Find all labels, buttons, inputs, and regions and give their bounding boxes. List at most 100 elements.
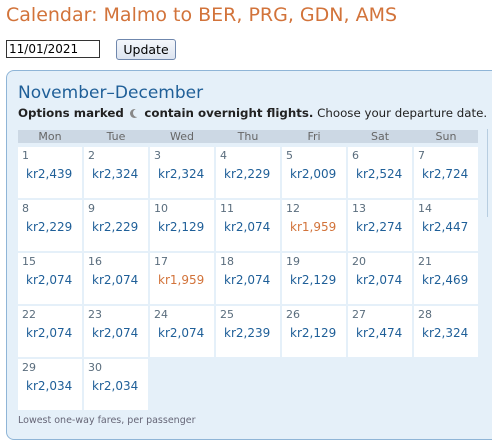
day-number: 30 xyxy=(88,361,102,374)
day-number: 22 xyxy=(22,308,36,321)
day-cell[interactable]: 13 kr2,274 xyxy=(348,200,412,251)
day-number: 25 xyxy=(220,308,234,321)
day-number: 16 xyxy=(88,255,102,268)
day-price[interactable]: kr2,274 xyxy=(356,220,403,234)
month-title: November–December xyxy=(18,83,204,103)
day-price[interactable]: kr2,324 xyxy=(422,326,469,340)
day-price[interactable]: kr2,239 xyxy=(224,326,271,340)
day-cell[interactable]: 6 kr2,524 xyxy=(348,147,412,198)
day-price[interactable]: kr2,324 xyxy=(158,167,205,181)
day-cell[interactable]: 4 kr2,229 xyxy=(216,147,280,198)
day-price[interactable]: kr2,034 xyxy=(26,379,73,393)
day-price[interactable]: kr2,229 xyxy=(224,167,271,181)
day-cell[interactable]: 11 kr2,074 xyxy=(216,200,280,251)
weekday-sun: Sun xyxy=(435,130,457,143)
day-price[interactable]: kr2,229 xyxy=(92,220,139,234)
day-number: 4 xyxy=(220,149,227,162)
day-cell[interactable]: 22 kr2,074 xyxy=(18,306,82,357)
day-price[interactable]: kr2,074 xyxy=(26,326,73,340)
day-cell[interactable]: 17 kr1,959 xyxy=(150,253,214,304)
weekday-fri: Fri xyxy=(307,130,321,143)
departure-date-input[interactable] xyxy=(6,40,100,58)
day-number: 24 xyxy=(154,308,168,321)
day-price[interactable]: kr2,524 xyxy=(356,167,403,181)
day-cell[interactable]: 26 kr2,129 xyxy=(282,306,346,357)
day-cell[interactable]: 23 kr2,074 xyxy=(84,306,148,357)
day-number: 29 xyxy=(22,361,36,374)
day-cell[interactable]: 10 kr2,129 xyxy=(150,200,214,251)
day-number: 15 xyxy=(22,255,36,268)
day-price[interactable]: kr2,074 xyxy=(224,273,271,287)
day-number: 23 xyxy=(88,308,102,321)
day-price[interactable]: kr2,474 xyxy=(356,326,403,340)
day-price[interactable]: kr2,074 xyxy=(224,220,271,234)
day-cell[interactable]: 16 kr2,074 xyxy=(84,253,148,304)
day-number: 14 xyxy=(418,202,432,215)
day-price[interactable]: kr2,724 xyxy=(422,167,469,181)
update-button[interactable]: Update xyxy=(116,39,176,60)
day-number: 9 xyxy=(88,202,95,215)
day-cell[interactable]: 7 kr2,724 xyxy=(414,147,478,198)
day-cell[interactable]: 9 kr2,229 xyxy=(84,200,148,251)
day-cell[interactable]: 29 kr2,034 xyxy=(18,359,82,410)
day-number: 21 xyxy=(418,255,432,268)
day-number: 20 xyxy=(352,255,366,268)
day-price[interactable]: kr2,074 xyxy=(26,273,73,287)
day-cell[interactable]: 14 kr2,447 xyxy=(414,200,478,251)
day-price[interactable]: kr2,009 xyxy=(290,167,337,181)
day-cell[interactable]: 19 kr2,129 xyxy=(282,253,346,304)
day-price[interactable]: kr2,447 xyxy=(422,220,469,234)
day-cell[interactable]: 30 kr2,034 xyxy=(84,359,148,410)
fare-footnote: Lowest one-way fares, per passenger xyxy=(18,415,196,426)
day-cell[interactable]: 12 kr1,959 xyxy=(282,200,346,251)
day-number: 1 xyxy=(22,149,29,162)
day-price[interactable]: kr2,074 xyxy=(356,273,403,287)
day-price[interactable]: kr1,959 xyxy=(290,220,337,234)
day-cell[interactable]: 27 kr2,474 xyxy=(348,306,412,357)
day-number: 7 xyxy=(418,149,425,162)
day-number: 28 xyxy=(418,308,432,321)
day-price[interactable]: kr2,074 xyxy=(92,326,139,340)
instructions-bold-overnight: contain overnight flights. xyxy=(144,106,314,120)
weekday-thu: Thu xyxy=(237,130,259,143)
day-price[interactable]: kr2,074 xyxy=(158,326,205,340)
day-price[interactable]: kr2,074 xyxy=(92,273,139,287)
day-number: 26 xyxy=(286,308,300,321)
weekday-mon: Mon xyxy=(38,130,62,143)
panel-divider xyxy=(487,129,488,217)
day-number: 11 xyxy=(220,202,234,215)
day-cell[interactable]: 5 kr2,009 xyxy=(282,147,346,198)
day-cell[interactable]: 24 kr2,074 xyxy=(150,306,214,357)
day-price[interactable]: kr2,129 xyxy=(158,220,205,234)
day-price[interactable]: kr2,324 xyxy=(92,167,139,181)
moon-icon xyxy=(129,109,141,118)
day-price[interactable]: kr2,129 xyxy=(290,326,337,340)
day-number: 6 xyxy=(352,149,359,162)
day-cell[interactable]: 20 kr2,074 xyxy=(348,253,412,304)
day-cell[interactable]: 8 kr2,229 xyxy=(18,200,82,251)
day-price[interactable]: kr1,959 xyxy=(158,273,205,287)
day-number: 5 xyxy=(286,149,293,162)
day-cell[interactable]: 28 kr2,324 xyxy=(414,306,478,357)
day-price[interactable]: kr2,129 xyxy=(290,273,337,287)
day-number: 10 xyxy=(154,202,168,215)
instructions-bold: Options marked xyxy=(18,106,124,120)
day-number: 19 xyxy=(286,255,300,268)
day-price[interactable]: kr2,469 xyxy=(422,273,469,287)
day-cell[interactable]: 2 kr2,324 xyxy=(84,147,148,198)
day-cell[interactable]: 21 kr2,469 xyxy=(414,253,478,304)
day-cell[interactable]: 3 kr2,324 xyxy=(150,147,214,198)
day-number: 17 xyxy=(154,255,168,268)
day-cell[interactable]: 15 kr2,074 xyxy=(18,253,82,304)
day-number: 13 xyxy=(352,202,366,215)
day-price[interactable]: kr2,034 xyxy=(92,379,139,393)
day-cell[interactable]: 1 kr2,439 xyxy=(18,147,82,198)
calendar-panel: November–December Options marked contain… xyxy=(6,70,492,440)
day-price[interactable]: kr2,229 xyxy=(26,220,73,234)
day-cell[interactable]: 25 kr2,239 xyxy=(216,306,280,357)
day-cell[interactable]: 18 kr2,074 xyxy=(216,253,280,304)
day-number: 18 xyxy=(220,255,234,268)
day-number: 3 xyxy=(154,149,161,162)
page-title: Calendar: Malmo to BER, PRG, GDN, AMS xyxy=(6,4,398,26)
day-price[interactable]: kr2,439 xyxy=(26,167,73,181)
